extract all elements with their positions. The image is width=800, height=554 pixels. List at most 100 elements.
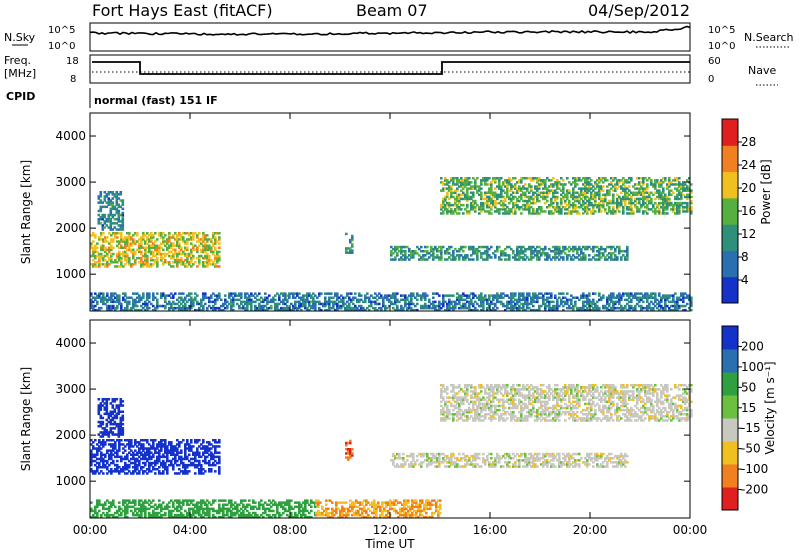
scatter-cell	[158, 304, 161, 308]
y-tick-label: 3000	[55, 175, 86, 189]
colorbar-tick-label: 8	[741, 250, 749, 264]
scatter-cell	[124, 308, 127, 312]
scatter-cell	[402, 463, 405, 466]
scatter-cell	[628, 308, 631, 312]
scatter-cell	[662, 189, 665, 192]
scatter-cell	[184, 472, 187, 475]
scatter-cell	[500, 258, 503, 261]
scatter-cell	[428, 298, 431, 302]
scatter-cell	[310, 294, 313, 297]
scatter-cell	[298, 300, 301, 304]
scatter-cell	[100, 256, 103, 260]
scatter-cell	[448, 457, 451, 460]
scatter-cell	[488, 206, 491, 209]
scatter-cell	[115, 191, 119, 194]
scatter-cell	[212, 232, 215, 235]
scatter-cell	[410, 250, 413, 253]
scatter-cell	[402, 254, 405, 257]
scatter-cell	[124, 254, 127, 258]
scatter-cell	[166, 302, 169, 306]
scatter-cell	[158, 250, 161, 254]
scatter-cell	[184, 306, 187, 310]
scatter-cell	[148, 248, 151, 252]
scatter-cell	[108, 256, 111, 260]
scatter-cell	[214, 254, 217, 258]
scatter-cell	[196, 246, 199, 249]
scatter-cell	[99, 414, 103, 418]
scatter-cell	[546, 193, 549, 197]
scatter-cell	[107, 431, 111, 434]
scatter-cell	[626, 302, 629, 306]
scatter-cell	[500, 203, 503, 207]
scatter-cell	[351, 448, 354, 451]
noise-frame	[89, 22, 691, 52]
scatter-cell	[628, 292, 631, 295]
scatter-cell	[190, 252, 193, 256]
colorbar-segment	[722, 171, 738, 199]
scatter-cell	[484, 298, 487, 302]
scatter-cell	[590, 203, 593, 207]
scatter-cell	[97, 425, 101, 428]
scatter-cell	[444, 252, 447, 255]
scatter-cell	[574, 183, 577, 186]
scatter-cell	[115, 209, 119, 213]
scatter-cell	[168, 300, 171, 304]
scatter-cell	[190, 457, 193, 461]
scatter-cell	[596, 304, 599, 308]
scatter-cell	[462, 250, 465, 253]
scatter-cell	[182, 232, 185, 235]
scatter-cell	[634, 294, 637, 297]
scatter-cell	[584, 300, 587, 304]
scatter-cell	[122, 451, 125, 454]
scatter-cell	[462, 258, 465, 261]
scatter-cell	[270, 306, 273, 310]
scatter-cell	[192, 232, 195, 235]
scatter-cell	[480, 179, 483, 182]
scatter-cell	[436, 304, 439, 308]
scatter-cell	[212, 461, 215, 465]
scatter-cell	[109, 412, 113, 416]
scatter-cell	[594, 210, 597, 213]
scatter-cell	[564, 302, 567, 306]
scatter-cell	[186, 300, 189, 304]
scatter-cell	[444, 294, 447, 297]
scatter-cell	[378, 302, 381, 306]
scatter-cell	[396, 292, 399, 295]
scatter-cell	[480, 252, 483, 255]
scatter-cell	[298, 302, 301, 306]
scatter-cell	[588, 201, 591, 205]
scatter-cell	[117, 422, 121, 426]
scatter-cell	[138, 451, 141, 454]
scatter-cell	[576, 177, 579, 180]
scatter-cell	[576, 210, 579, 213]
scatter-cell	[115, 203, 119, 206]
scatter-cell	[230, 300, 233, 304]
scatter-cell	[192, 238, 195, 241]
scatter-cell	[230, 298, 233, 302]
scatter-cell	[166, 451, 169, 454]
scatter-cell	[522, 298, 525, 302]
scatter-cell	[180, 306, 183, 310]
scatter-cell	[104, 246, 107, 249]
scatter-cell	[172, 248, 175, 252]
scatter-cell	[188, 463, 191, 467]
scatter-cell	[396, 252, 399, 255]
scatter-cell	[345, 452, 348, 455]
scatter-cell	[180, 455, 183, 459]
scatter-cell	[472, 308, 475, 312]
scatter-cell	[642, 199, 645, 203]
scatter-cell	[604, 195, 607, 199]
scatter-cell	[632, 212, 635, 215]
power-ylabel: Slant Range [km]	[19, 160, 33, 264]
scatter-cell	[602, 193, 605, 197]
scatter-cell	[662, 181, 665, 184]
scatter-cell	[105, 224, 109, 227]
scatter-cell	[344, 308, 347, 312]
scatter-cell	[392, 461, 395, 464]
scatter-cell	[200, 304, 203, 308]
scatter-cell	[346, 294, 349, 297]
scatter-cell	[144, 234, 147, 237]
scatter-cell	[92, 304, 95, 308]
scatter-cell	[246, 308, 249, 312]
scatter-cell	[456, 463, 459, 466]
